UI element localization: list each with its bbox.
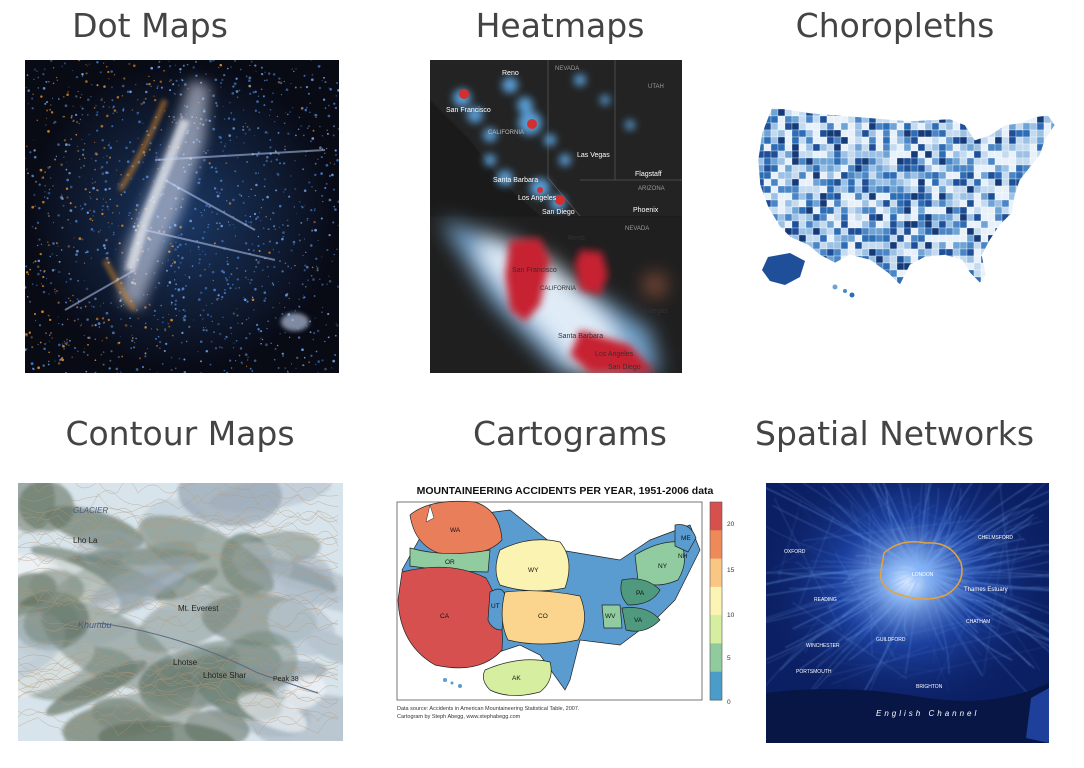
network-label: WINCHESTER <box>806 643 840 649</box>
heatmap-label: San Francisco <box>446 107 491 114</box>
network-label: Thames Estuary <box>964 587 1008 593</box>
contour-map-image: GLACIER Lho La Khumbu Mt. Everest Lhotse… <box>18 483 343 741</box>
choropleth-map-image <box>750 95 1066 305</box>
dot-maps-title: Dot Maps <box>72 6 228 45</box>
cartogram-state-label: VA <box>634 617 643 624</box>
heatmap-label: Phoenix <box>633 207 659 214</box>
cartogram-state-label: WV <box>605 613 616 620</box>
heatmap-label: Reno <box>502 70 519 77</box>
heatmap-label: ARIZONA <box>638 186 665 192</box>
heatmap-label: Los Angeles <box>518 195 557 202</box>
network-label: English Channel <box>876 709 979 718</box>
heatmap-label: San Francisco <box>512 267 557 274</box>
heatmap-image: Reno NEVADA UTAH San Francisco CALIFORNI… <box>430 60 682 373</box>
cartogram-state-label: NY <box>658 563 668 570</box>
cartogram-state-label: NH <box>678 553 688 560</box>
network-label: READING <box>814 597 837 603</box>
contour-label: Lhotse Shar <box>203 671 246 680</box>
heatmap-label: San Diego <box>542 209 575 216</box>
cartogram-source: Data source: Accidents in American Mount… <box>397 706 580 712</box>
cartogram-credit: Cartogram by Steph Abegg, www.stephabegg… <box>397 714 521 720</box>
heatmap-label: CALIFORNIA <box>488 130 524 136</box>
heatmap-label: San Diego <box>608 364 641 371</box>
heatmaps-title: Heatmaps <box>475 6 645 45</box>
cartogram-state-label: WY <box>528 567 539 574</box>
contour-label: Mt. Everest <box>178 604 219 613</box>
colorbar-tick: 10 <box>727 612 735 619</box>
colorbar-tick: 15 <box>727 567 735 574</box>
network-label: CHATHAM <box>966 619 990 625</box>
network-label: PORTSMOUTH <box>796 669 832 675</box>
cartograms-title: Cartograms <box>472 414 668 453</box>
cartogram-state-label: UT <box>491 603 500 610</box>
cartogram-state-label: OR <box>445 559 455 566</box>
spatial-network-image: LONDON Thames Estuary CHELMSFORD OXFORD … <box>766 483 1049 743</box>
contour-label: Peak 38 <box>273 676 299 683</box>
network-label: CHELMSFORD <box>978 535 1013 541</box>
choropleths-title: Choropleths <box>795 6 995 45</box>
heatmap-label: Las Vegas <box>635 308 668 315</box>
cartogram-state-label: AK <box>512 675 521 682</box>
cartogram-state-label: PA <box>636 590 645 597</box>
network-label: LONDON <box>912 572 934 578</box>
contour-label: Lhotse <box>173 658 198 667</box>
heatmap-label: Santa Barbara <box>558 333 603 340</box>
heatmap-label: NEVADA <box>625 226 649 232</box>
contour-label: GLACIER <box>73 506 108 515</box>
network-label: GUILDFORD <box>876 637 906 643</box>
heatmap-label: Santa Barbara <box>493 177 538 184</box>
cartogram-state-label: CA <box>440 613 450 620</box>
heatmap-label: NEVADA <box>555 66 579 72</box>
dot-map-image <box>25 60 339 373</box>
cartogram-image: MOUNTAINEERING ACCIDENTS PER YEAR, 1951-… <box>390 480 745 725</box>
heatmap-label: Los Angeles <box>595 351 634 358</box>
colorbar-tick: 20 <box>727 521 735 528</box>
colorbar-tick: 0 <box>727 699 731 706</box>
heatmap-label: Reno <box>568 235 585 242</box>
cartogram-state-label: WA <box>450 527 461 534</box>
contour-maps-title: Contour Maps <box>65 414 295 453</box>
heatmap-label: Flagstaff <box>635 171 662 178</box>
contour-label: Lho La <box>73 536 98 545</box>
colorbar-tick: 5 <box>727 655 731 662</box>
heatmap-label: Las Vegas <box>577 152 610 159</box>
network-label: BRIGHTON <box>916 684 943 690</box>
cartogram-title: MOUNTAINEERING ACCIDENTS PER YEAR, 1951-… <box>417 485 714 497</box>
network-label: OXFORD <box>784 549 806 555</box>
contour-label: Khumbu <box>78 620 112 630</box>
heatmap-label: UTAH <box>648 84 664 90</box>
cartogram-state-label: ME <box>681 535 691 542</box>
spatial-networks-title: Spatial Networks <box>755 414 1035 453</box>
heatmap-label: CALIFORNIA <box>540 286 576 292</box>
cartogram-state-label: CO <box>538 613 548 620</box>
